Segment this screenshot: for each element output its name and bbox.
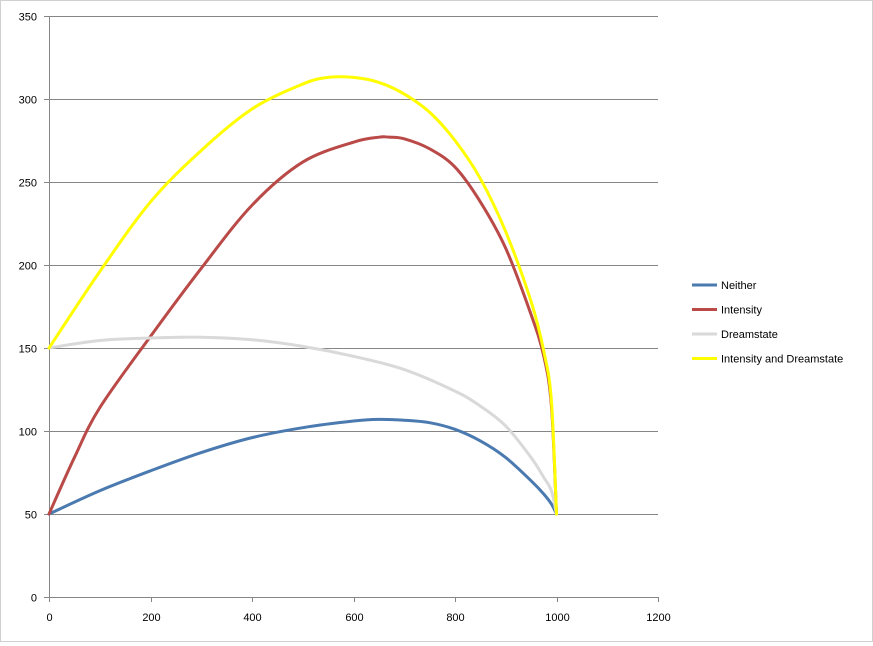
series-line-neither — [47, 417, 558, 516]
y-tick-label: 250 — [19, 178, 37, 190]
y-tick-label: 0 — [31, 593, 37, 605]
x-tick-label: 400 — [243, 612, 261, 624]
series-lines — [47, 75, 558, 516]
x-tick-label: 200 — [142, 612, 160, 624]
series-line-intensity-and-dreamstate — [47, 75, 558, 516]
y-tick-label: 100 — [19, 427, 37, 439]
series-line-intensity — [47, 135, 558, 516]
x-tick-label: 600 — [345, 612, 363, 624]
y-tick-label: 50 — [25, 510, 37, 522]
x-tick-label: 1000 — [545, 612, 569, 624]
y-tick-label: 150 — [19, 344, 37, 356]
legend-label-intensity: Intensity — [721, 305, 762, 317]
gridlines — [49, 16, 658, 515]
legend-label-intensity-and-dreamstate: Intensity and Dreamstate — [721, 354, 843, 366]
legend: Neither Intensity Dreamstate Intensity and … — [692, 280, 843, 366]
legend-label-dreamstate: Dreamstate — [721, 329, 778, 341]
y-tick-label: 350 — [19, 12, 37, 24]
x-tick-label: 800 — [446, 612, 464, 624]
y-tick-label: 300 — [19, 95, 37, 107]
y-tick-label: 200 — [19, 261, 37, 273]
series-line-dreamstate — [47, 335, 558, 516]
x-tick-label: 1200 — [646, 612, 670, 624]
axes: 0 50 100 150 200 250 300 350 0 200 400 600 800 1000 12… — [19, 12, 671, 625]
legend-label-neither: Neither — [721, 280, 757, 292]
x-tick-label: 0 — [46, 612, 52, 624]
